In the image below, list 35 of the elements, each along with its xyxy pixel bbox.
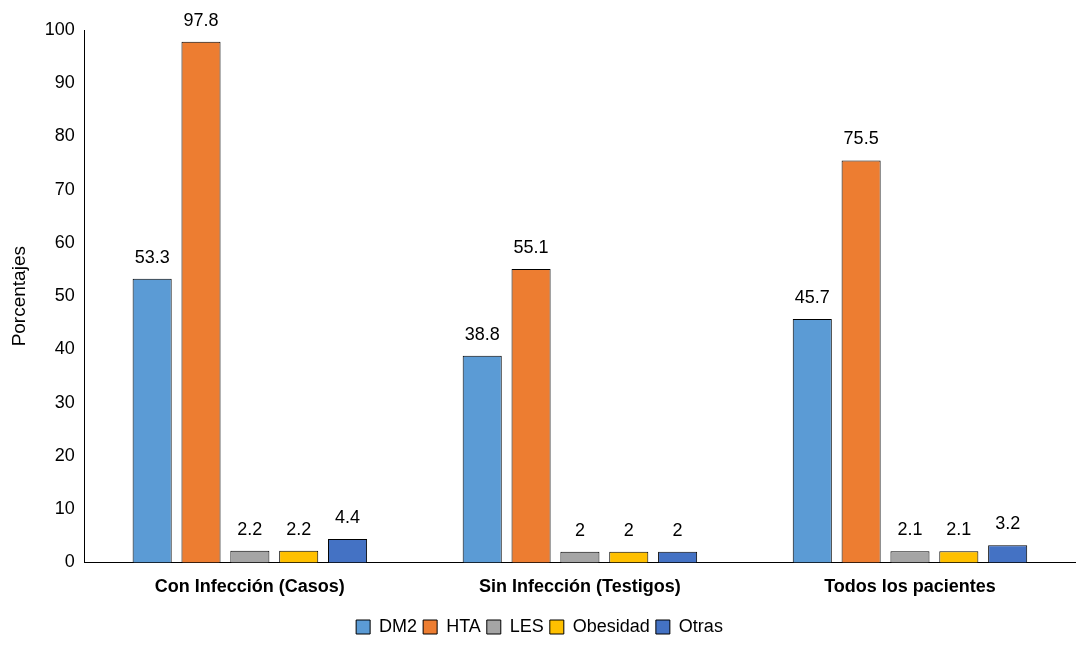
- data-label: 45.7: [794, 287, 830, 308]
- y-tick-label: 80: [54, 125, 75, 146]
- data-label: 2.1: [897, 519, 923, 540]
- data-label: 3.2: [995, 513, 1021, 534]
- legend-label: Obesidad: [572, 615, 650, 636]
- y-tick-label: 10: [54, 498, 75, 519]
- x-tick-label: Todos los pacientes: [824, 576, 996, 597]
- y-tick-label: 30: [54, 391, 75, 412]
- x-tick-label: Sin Infección (Testigos): [479, 576, 681, 597]
- data-label: 53.3: [134, 246, 170, 267]
- y-tick-label: 100: [44, 18, 75, 39]
- data-label: 38.8: [464, 323, 500, 344]
- data-label: 75.5: [843, 128, 879, 149]
- legend-label: HTA: [446, 615, 481, 636]
- data-label: 2: [672, 519, 683, 540]
- data-label: 2: [623, 519, 634, 540]
- y-tick-label: 70: [54, 178, 75, 199]
- y-tick-label: 50: [54, 285, 75, 306]
- data-label: 4.4: [335, 506, 361, 527]
- data-label: 55.1: [513, 237, 549, 258]
- data-label: 97.8: [183, 9, 219, 30]
- legend-label: LES: [509, 615, 544, 636]
- data-label: 2.2: [237, 518, 263, 539]
- y-tick-label: 20: [54, 444, 75, 465]
- y-tick-label: 60: [54, 231, 75, 252]
- data-label: 2: [574, 519, 585, 540]
- data-label: 2.1: [946, 519, 972, 540]
- y-tick-label: 40: [54, 338, 75, 359]
- data-label: 2.2: [286, 518, 312, 539]
- y-tick-label: 0: [64, 551, 75, 572]
- y-axis-title: Porcentajes: [7, 246, 29, 347]
- x-tick-label: Con Infección (Casos): [154, 576, 345, 597]
- legend-label: DM2: [379, 615, 418, 636]
- y-tick-label: 90: [54, 72, 75, 93]
- legend-label: Otras: [678, 615, 723, 636]
